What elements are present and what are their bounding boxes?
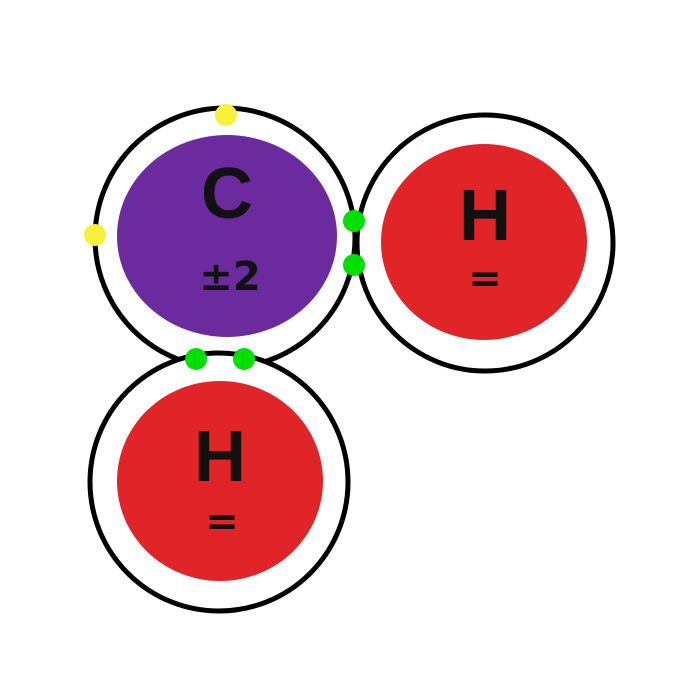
carbon-charge: ±2	[199, 254, 260, 300]
hydrogen-bottom-nucleus	[117, 381, 323, 581]
bond-pair-carbon-hydrogen-right	[343, 210, 365, 276]
hydrogen-right-nucleus	[381, 144, 587, 340]
bonding-electron	[343, 210, 365, 232]
hydrogen-bottom-symbol: H	[194, 417, 246, 497]
bonding-electron	[343, 254, 365, 276]
atom-hydrogen-right: H =	[354, 112, 616, 374]
atom-carbon: C ±2	[92, 105, 358, 371]
hydrogen-right-symbol: H	[459, 176, 511, 256]
carbon-unpaired-electrons	[84, 104, 237, 246]
lone-electron	[84, 224, 106, 246]
atom-hydrogen-bottom: H =	[87, 350, 351, 614]
bonding-electron	[185, 348, 207, 370]
carbon-symbol: C	[201, 154, 253, 234]
bonding-electron	[233, 348, 255, 370]
bond-pair-carbon-hydrogen-bottom	[185, 348, 255, 370]
lone-electron	[215, 104, 237, 126]
hydrogen-right-charge: =	[468, 256, 502, 302]
carbon-nucleus	[117, 135, 337, 337]
hydrogen-bottom-charge: =	[205, 499, 239, 545]
